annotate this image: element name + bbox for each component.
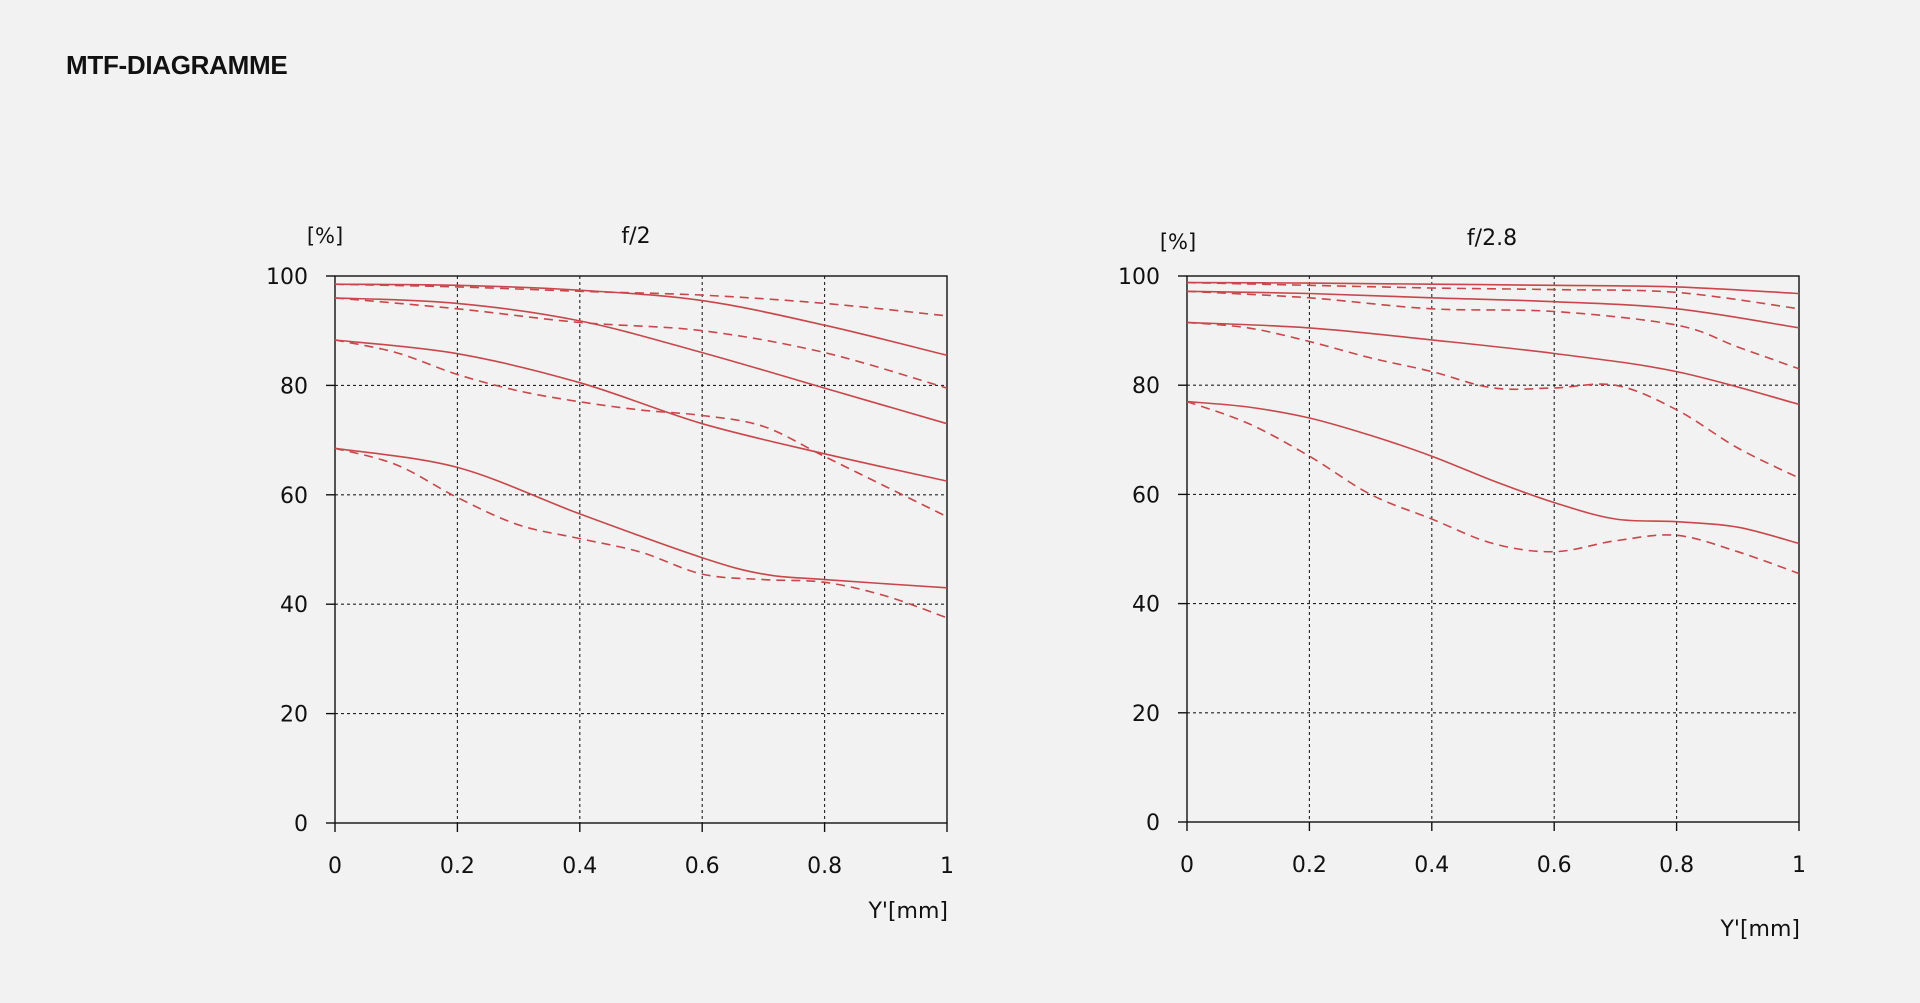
mtf-chart-1: 0 0.2 0.4 0.6 0.8 1 0 20 40 60 80 100 f/2 [%] Y'[mm] [266,224,954,924]
mtf-curve-solid [1186,400,1800,545]
chart-title: f/2.8 [1467,226,1517,251]
plot-frame [1186,275,1800,823]
y-axis-label: [%] [1160,230,1196,254]
mtf-curve-solid [1186,281,1800,295]
y-tick-label: 60 [280,484,308,509]
x-axis-label: Y'[mm] [1719,917,1800,942]
y-tick-label: 60 [1132,483,1160,508]
x-tick-label: 0.2 [440,854,475,879]
y-tick-label: 100 [1118,265,1160,290]
y-tick-label: 20 [1132,702,1160,727]
mtf-curve-solid [1186,290,1800,329]
x-tick-label: 0.8 [1659,853,1694,878]
y-tick-label: 100 [266,265,308,290]
x-axis-label: Y'[mm] [867,899,948,924]
x-tick-label: 0.2 [1292,853,1327,878]
y-tick-label: 0 [1146,811,1160,836]
mtf-curve-solid [334,297,948,425]
mtf-curve-solid [1186,321,1800,406]
y-tick-label: 20 [280,703,308,728]
mtf-curve-dashed [334,339,948,518]
x-tick-label: 0.4 [1414,853,1449,878]
mtf-curve-dashed [1186,290,1800,370]
mtf-curve-solid [334,447,948,589]
x-tick-label: 0.4 [562,854,597,879]
x-tick-label: 0 [1180,853,1194,878]
mtf-curve-dashed [1186,321,1800,479]
x-tick-label: 0.6 [685,854,720,879]
x-tick-label: 1 [1792,853,1806,878]
page-title: MTF-DIAGRAMME [66,50,288,80]
mtf-curve-dashed [1186,281,1800,310]
x-tick-label: 1 [940,854,954,879]
mtf-curve-dashed [1186,400,1800,575]
mtf-curve-dashed [334,297,948,389]
x-tick-label: 0.8 [807,854,842,879]
y-tick-label: 0 [294,812,308,837]
mtf-curve-dashed [334,447,948,619]
mtf-chart-2: 0 0.2 0.4 0.6 0.8 1 0 20 40 60 80 100 f/2.8 [%] Y'[mm] [1118,226,1806,942]
y-tick-label: 80 [280,374,308,399]
chart-title: f/2 [621,224,650,249]
mtf-curve-dashed [334,283,948,317]
plot-frame [334,275,948,824]
mtf-curve-solid [334,283,948,357]
mtf-curve-solid [334,339,948,482]
x-tick-label: 0.6 [1537,853,1572,878]
y-axis-label: [%] [307,224,343,248]
x-tick-label: 0 [328,854,342,879]
y-tick-label: 40 [1132,593,1160,618]
y-tick-label: 80 [1132,374,1160,399]
y-tick-label: 40 [280,593,308,618]
